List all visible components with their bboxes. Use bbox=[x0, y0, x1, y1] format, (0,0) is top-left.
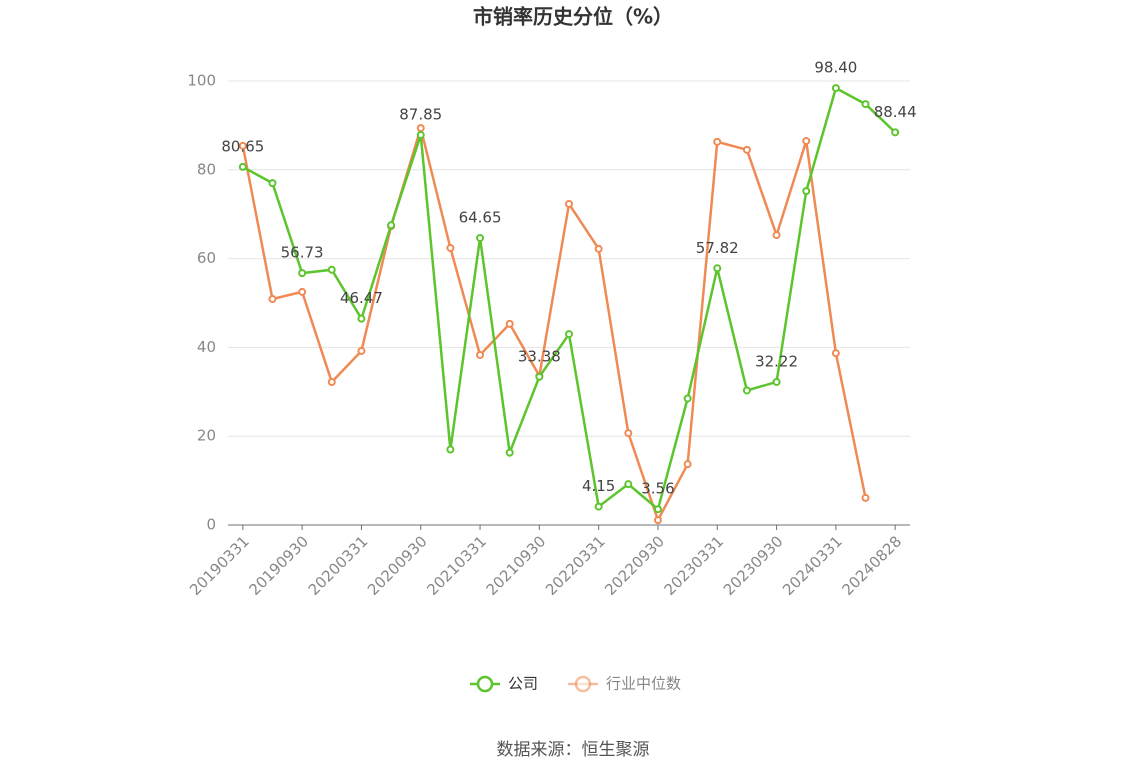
point bbox=[713, 137, 722, 146]
point bbox=[831, 349, 840, 358]
x-tick-label: 20200930 bbox=[364, 532, 431, 599]
point bbox=[505, 448, 514, 457]
point bbox=[238, 141, 247, 150]
legend-marker bbox=[574, 675, 592, 693]
point bbox=[268, 295, 277, 304]
point bbox=[238, 162, 247, 171]
point bbox=[772, 377, 781, 386]
point bbox=[416, 124, 425, 133]
point bbox=[653, 505, 662, 514]
point bbox=[624, 480, 633, 489]
chart-title: 市销率历史分位（%） bbox=[473, 5, 673, 29]
point bbox=[476, 350, 485, 359]
point bbox=[327, 378, 336, 387]
point bbox=[594, 244, 603, 253]
point bbox=[742, 145, 751, 154]
data-label: 57.82 bbox=[696, 239, 739, 257]
legend-label: 公司 bbox=[508, 675, 538, 693]
x-tick-label: 20210331 bbox=[423, 532, 490, 599]
point bbox=[535, 372, 544, 381]
point bbox=[327, 265, 336, 274]
point bbox=[565, 330, 573, 339]
y-tick-label: 40 bbox=[197, 338, 216, 356]
point bbox=[802, 136, 811, 145]
point bbox=[683, 460, 692, 469]
x-tick-label: 20190930 bbox=[245, 532, 312, 599]
point bbox=[891, 128, 900, 137]
point bbox=[772, 231, 781, 240]
point bbox=[268, 179, 277, 188]
data-label: 64.65 bbox=[459, 208, 502, 226]
point bbox=[505, 319, 514, 328]
data-label: 88.44 bbox=[874, 103, 917, 121]
point bbox=[802, 187, 811, 196]
legend-label: 行业中位数 bbox=[606, 675, 681, 693]
point bbox=[594, 502, 603, 511]
y-tick-label: 100 bbox=[187, 72, 216, 90]
x-tick-label: 20220331 bbox=[542, 532, 609, 599]
x-tick-label: 20240331 bbox=[779, 532, 846, 599]
point bbox=[416, 130, 425, 139]
point bbox=[653, 516, 662, 525]
data-label: 33.38 bbox=[518, 347, 561, 365]
point bbox=[387, 221, 396, 230]
data-label: 32.22 bbox=[755, 352, 798, 370]
point bbox=[298, 269, 307, 278]
y-tick-label: 80 bbox=[197, 160, 216, 178]
x-tick-label: 20210930 bbox=[483, 532, 550, 599]
point bbox=[831, 84, 840, 93]
data-label: 98.40 bbox=[814, 59, 857, 77]
point bbox=[446, 243, 455, 252]
series-line bbox=[241, 123, 867, 524]
point bbox=[565, 199, 573, 208]
point bbox=[298, 287, 307, 296]
x-tick-label: 20200331 bbox=[305, 532, 372, 599]
data-label: 80.65 bbox=[221, 137, 264, 155]
x-tick-label: 20240828 bbox=[838, 532, 905, 599]
x-tick-label: 20220930 bbox=[601, 532, 668, 599]
data-label: 4.15 bbox=[582, 477, 615, 495]
source: 数据来源：恒生聚源 bbox=[497, 740, 650, 760]
x-tick-label: 20230331 bbox=[661, 532, 728, 599]
data-label: 46.47 bbox=[340, 289, 383, 307]
point bbox=[861, 100, 870, 109]
point bbox=[476, 233, 485, 242]
y-tick-label: 20 bbox=[197, 427, 216, 445]
legend-marker bbox=[476, 675, 494, 693]
x-tick-label: 20230930 bbox=[720, 532, 787, 599]
y-tick-label: 0 bbox=[206, 516, 216, 534]
point bbox=[357, 314, 366, 323]
data-label: 56.73 bbox=[281, 244, 324, 262]
point bbox=[861, 493, 870, 502]
x-tick-label: 20190331 bbox=[186, 532, 253, 599]
point bbox=[357, 346, 366, 355]
point bbox=[683, 394, 692, 403]
point bbox=[742, 386, 751, 395]
legend: 公司 行业中位数 bbox=[470, 675, 681, 693]
point bbox=[446, 445, 455, 454]
point bbox=[713, 264, 722, 273]
data-label: 87.85 bbox=[399, 105, 442, 123]
y-tick-label: 60 bbox=[197, 249, 216, 267]
data-label: 3.56 bbox=[641, 480, 674, 498]
point bbox=[624, 429, 633, 438]
